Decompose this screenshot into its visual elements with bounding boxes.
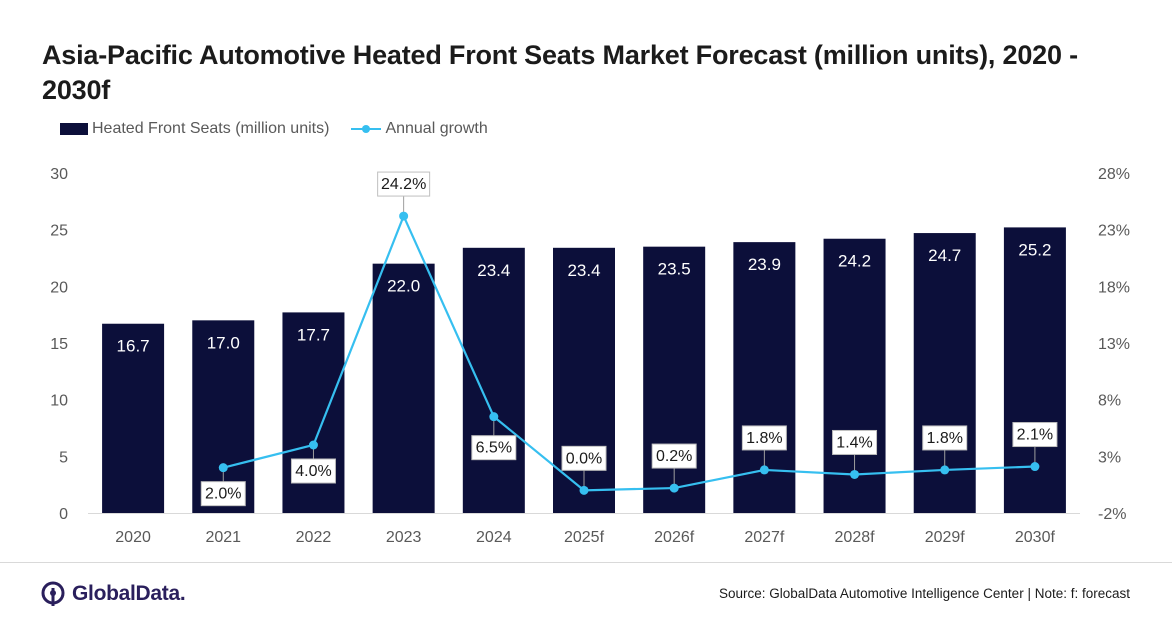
growth-label-box xyxy=(377,171,431,197)
bar-value-label: 17.0 xyxy=(207,333,240,352)
bar xyxy=(102,323,165,513)
growth-label-box xyxy=(561,445,607,471)
bar-value-label: 17.7 xyxy=(297,325,330,344)
growth-value-label: 1.8% xyxy=(926,430,962,447)
legend-line-swatch xyxy=(351,123,382,135)
x-tick-label: 2028f xyxy=(835,529,876,546)
growth-value-label: 4.0% xyxy=(295,463,331,480)
growth-point xyxy=(759,465,769,475)
bar-value-label: 22.0 xyxy=(387,277,420,296)
legend-line-label: Annual growth xyxy=(385,120,488,137)
growth-label-box xyxy=(200,481,246,507)
growth-point xyxy=(1030,462,1040,472)
bar-value-label: 23.5 xyxy=(658,260,691,279)
growth-point xyxy=(669,483,679,493)
y-left-tick-label: 10 xyxy=(50,393,68,410)
combo-chart: 0 5 10 15 20 25 30 -2% 3% 8% 13% 18% 23% 28% 2020 2021 2… xyxy=(50,166,1130,546)
growth-label-box xyxy=(832,429,878,455)
x-tick-label: 2025f xyxy=(564,529,605,546)
x-tick-label: 2024 xyxy=(476,529,512,546)
growth-point xyxy=(850,469,860,479)
growth-label-box xyxy=(471,435,517,461)
growth-value-label: 0.0% xyxy=(566,450,602,467)
y-right-tick-label: 8% xyxy=(1098,393,1121,410)
bar-value-label: 25.2 xyxy=(1018,240,1051,259)
y-right-tick-label: 23% xyxy=(1098,223,1130,240)
growth-value-label: 2.1% xyxy=(1017,427,1053,444)
bar-value-label: 24.7 xyxy=(928,246,961,265)
y-left-tick-label: 0 xyxy=(59,506,68,523)
x-tick-label: 2022 xyxy=(296,529,332,546)
growth-point xyxy=(940,465,950,475)
chart-legend: Heated Front Seats (million units) Annua… xyxy=(60,118,510,140)
growth-value-label: 1.4% xyxy=(836,434,872,451)
bar-value-label: 23.4 xyxy=(477,261,510,280)
y-right-tick-label: -2% xyxy=(1098,506,1126,523)
y-left-tick-label: 5 xyxy=(59,449,68,466)
growth-point xyxy=(218,463,228,473)
bar-value-label: 23.9 xyxy=(748,255,781,274)
x-tick-label: 2023 xyxy=(386,529,422,546)
growth-point xyxy=(308,440,318,450)
bar-value-label: 23.4 xyxy=(567,261,600,280)
legend-bar-swatch xyxy=(60,123,88,135)
growth-label-box xyxy=(741,425,787,451)
x-tick-label: 2026f xyxy=(654,529,695,546)
y-right-tick-label: 18% xyxy=(1098,279,1130,296)
y-left-tick-label: 15 xyxy=(50,336,68,353)
growth-label-box xyxy=(922,425,968,451)
x-tick-label: 2030f xyxy=(1015,529,1056,546)
x-tick-label: 2029f xyxy=(925,529,966,546)
globaldata-logo: GlobalData. xyxy=(40,580,186,608)
growth-point xyxy=(579,485,589,495)
x-tick-label: 2027f xyxy=(744,529,785,546)
bar-value-label: 24.2 xyxy=(838,252,871,271)
y-right-tick-label: 13% xyxy=(1098,336,1130,353)
growth-label-box xyxy=(290,458,336,484)
globaldata-logo-text: GlobalData. xyxy=(72,582,186,605)
growth-line xyxy=(223,213,1035,492)
growth-point xyxy=(489,412,499,422)
y-left-tick-label: 20 xyxy=(50,279,68,296)
footer-divider xyxy=(0,562,1172,563)
growth-label-box xyxy=(1012,422,1058,448)
x-tick-label: 2020 xyxy=(115,529,151,546)
y-left-tick-label: 30 xyxy=(50,166,68,183)
growth-value-label: 0.2% xyxy=(656,448,692,465)
chart-title: Asia-Pacific Automotive Heated Front Sea… xyxy=(42,40,1078,105)
growth-value-label: 6.5% xyxy=(476,440,512,457)
y-left-tick-label: 25 xyxy=(50,223,68,240)
source-note: Source: GlobalData Automotive Intelligen… xyxy=(719,586,1130,601)
legend-bars-label: Heated Front Seats (million units) xyxy=(92,120,330,137)
growth-label-box xyxy=(651,443,697,469)
growth-value-label: 1.8% xyxy=(746,430,782,447)
globaldata-logo-icon xyxy=(41,581,65,606)
legend-item-bars: Heated Front Seats (million units) xyxy=(60,120,329,138)
bar-value-label: 16.7 xyxy=(117,337,150,356)
x-tick-label: 2021 xyxy=(205,529,241,546)
y-right-tick-label: 3% xyxy=(1098,449,1121,466)
growth-value-label: 2.0% xyxy=(205,486,241,503)
growth-point xyxy=(399,211,409,221)
legend-item-line: Annual growth xyxy=(351,120,488,138)
growth-value-label: 24.2% xyxy=(381,176,426,193)
bar xyxy=(462,247,525,514)
y-right-tick-label: 28% xyxy=(1098,166,1130,183)
bar xyxy=(372,263,435,513)
